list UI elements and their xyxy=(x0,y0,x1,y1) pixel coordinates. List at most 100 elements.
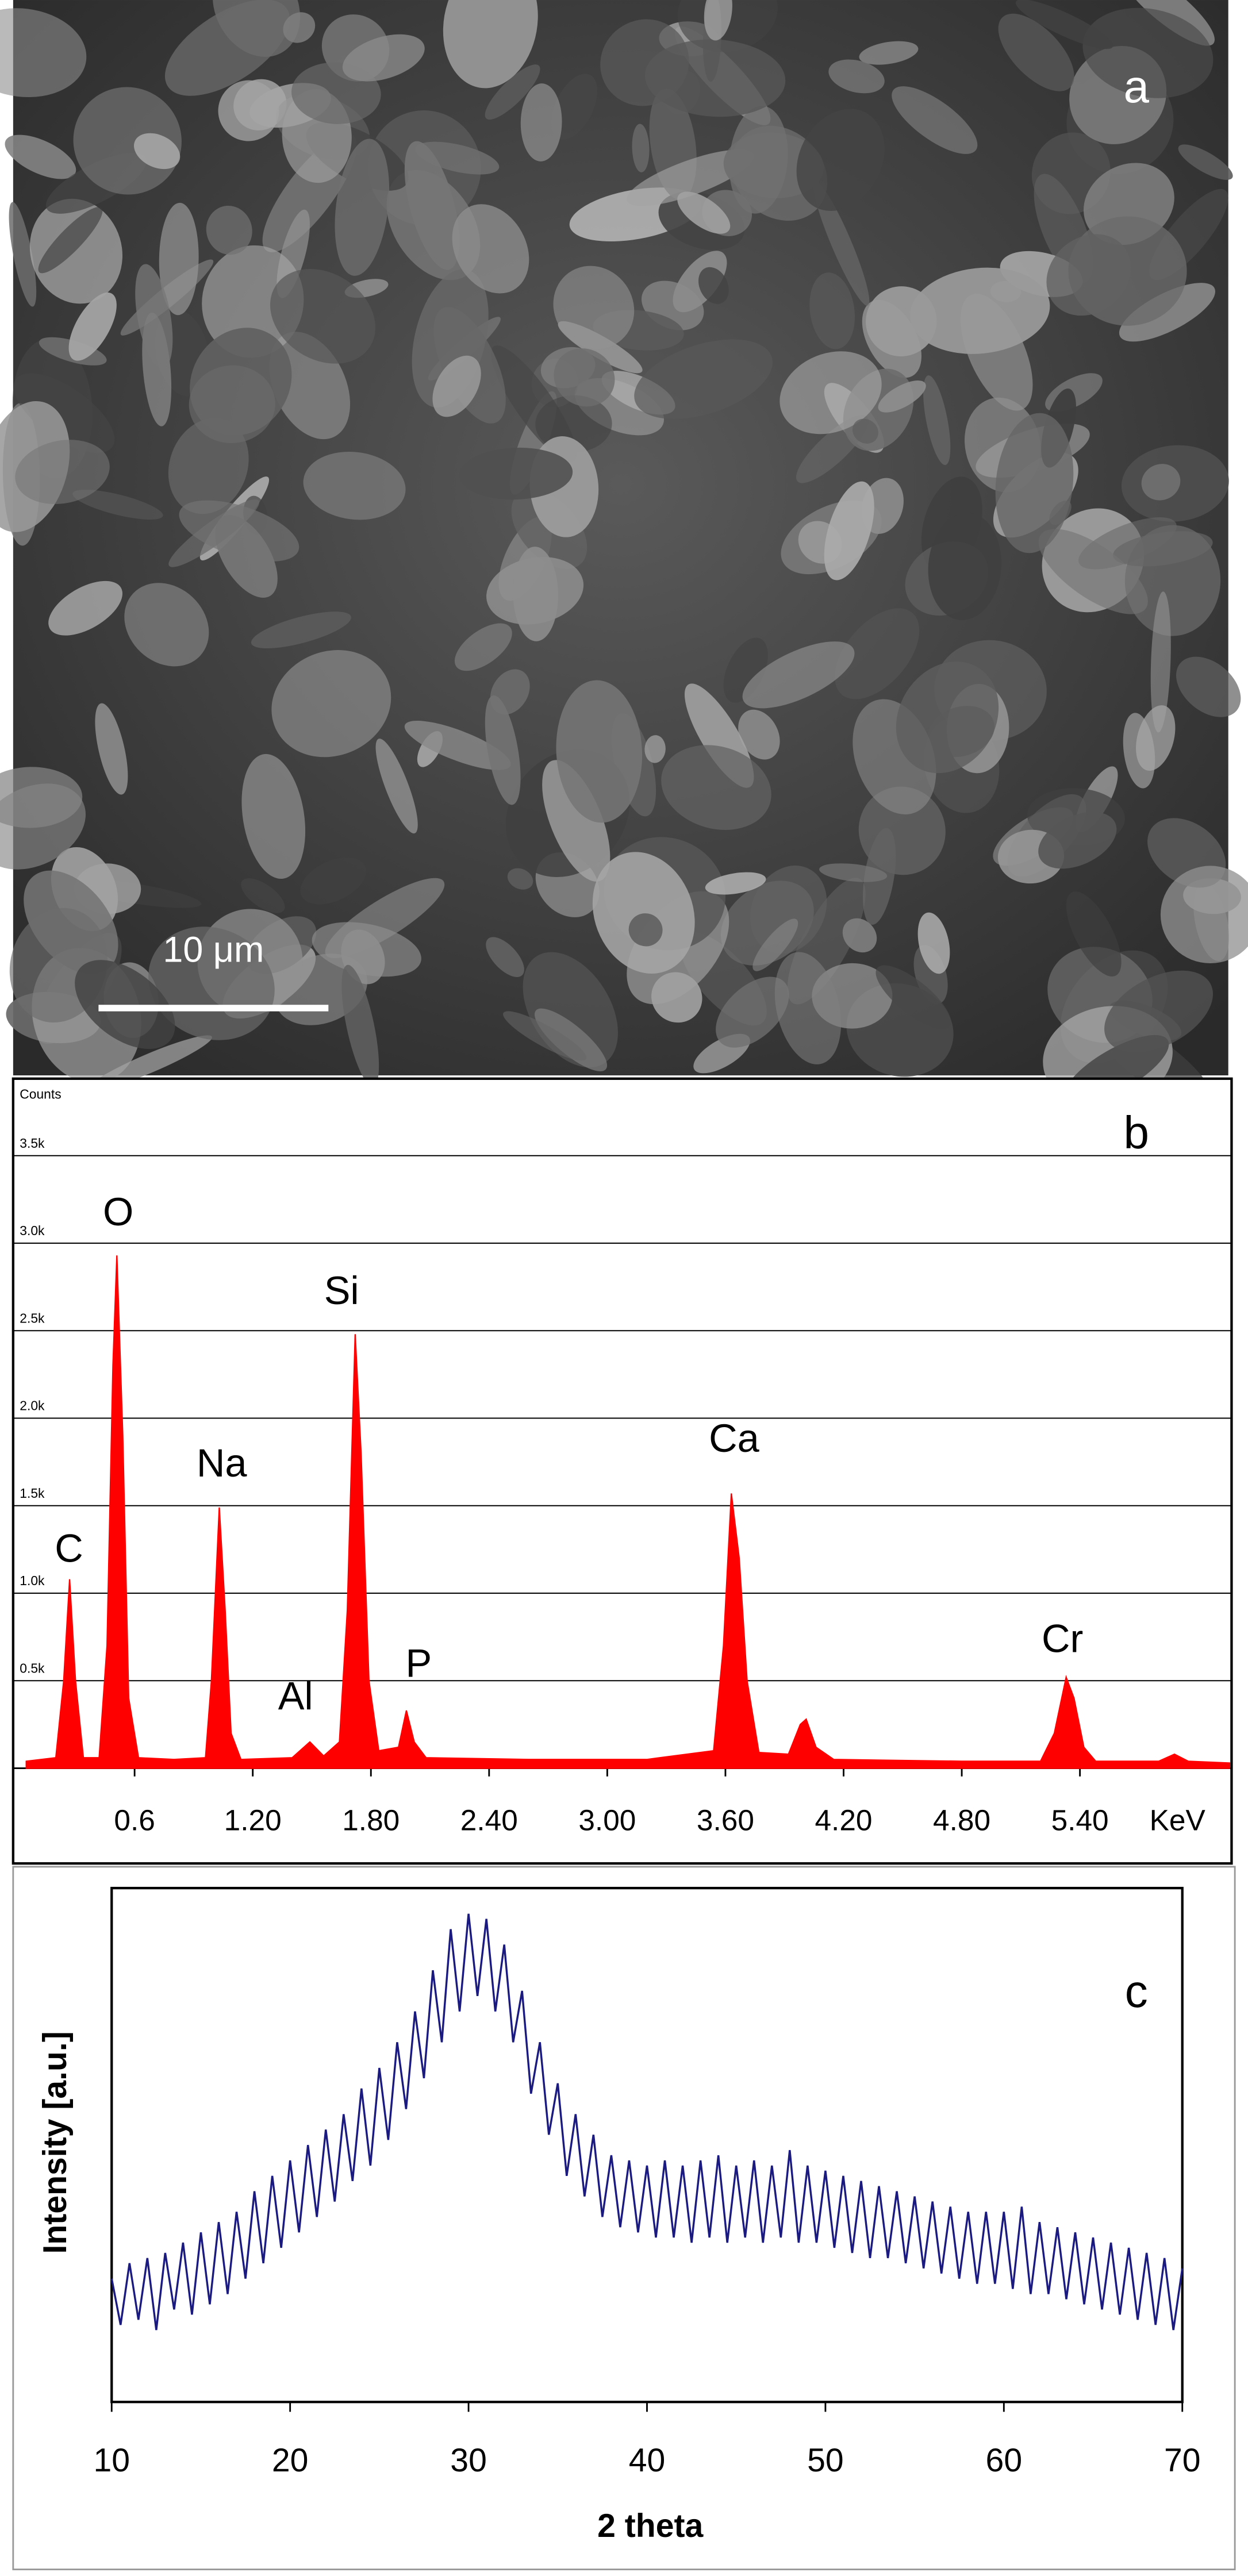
x-tick-label: 50 xyxy=(807,2442,844,2479)
peak-label: Si xyxy=(324,1268,359,1313)
sem-particle xyxy=(556,680,643,823)
x-tick-label: 60 xyxy=(986,2442,1023,2479)
sem-particle xyxy=(551,74,598,140)
sem-particle xyxy=(300,857,367,905)
sem-particle xyxy=(809,272,855,349)
panel-label: c xyxy=(1125,1966,1148,2017)
sem-particle xyxy=(459,447,573,500)
sem-particle xyxy=(554,348,615,407)
sem-particle xyxy=(189,365,275,443)
peak-label: Na xyxy=(197,1441,248,1485)
sem-particle xyxy=(5,134,76,179)
sem-particle xyxy=(651,972,702,1023)
sem-particle xyxy=(1141,464,1181,501)
sem-particle xyxy=(1015,0,1113,49)
sem-particle xyxy=(432,355,481,417)
sem-particle xyxy=(443,0,538,89)
x-axis-title: 2 theta xyxy=(597,2508,704,2544)
x-tick-label: 1.20 xyxy=(224,1803,282,1836)
y-tick-label: 1.0k xyxy=(20,1573,45,1588)
x-tick-label: 20 xyxy=(272,2442,309,2479)
sem-particle xyxy=(271,649,391,758)
sem-particle xyxy=(159,202,199,316)
sem-particle xyxy=(796,109,885,211)
sem-particle xyxy=(241,878,285,913)
sem-particle xyxy=(995,413,1074,553)
sem-particle xyxy=(503,1011,587,1061)
sem-particle xyxy=(95,703,128,795)
peak-label: Cr xyxy=(1042,1617,1083,1661)
peak-label: Al xyxy=(278,1674,313,1718)
y-tick-label: 3.0k xyxy=(20,1223,45,1238)
sem-particle xyxy=(73,87,182,195)
sem-particle xyxy=(928,513,1001,620)
spectrum-area xyxy=(25,1255,1231,1769)
sem-particle xyxy=(923,375,951,466)
sem-particle xyxy=(148,926,275,1040)
sem-particle xyxy=(819,863,888,882)
sem-particle xyxy=(729,106,788,214)
sem-particle xyxy=(632,124,650,172)
y-tick-label: 2.5k xyxy=(20,1310,45,1325)
sem-particle xyxy=(798,521,842,564)
sem-particle xyxy=(415,141,500,175)
peak-label: Ca xyxy=(709,1416,760,1460)
sem-particle xyxy=(1082,7,1214,98)
sem-particle xyxy=(998,13,1074,91)
sem-particle xyxy=(206,205,252,255)
sem-particle xyxy=(283,12,316,43)
sem-particle xyxy=(485,695,521,805)
sem-texture xyxy=(0,0,1248,1109)
sem-particle xyxy=(1038,812,1117,869)
sem-particle xyxy=(1178,144,1233,180)
sem-particle xyxy=(270,268,376,364)
sem-particle xyxy=(342,34,425,82)
x-tick-label: 2.40 xyxy=(460,1803,518,1836)
sem-particle xyxy=(1150,591,1171,733)
sem-panel: 10 μm a xyxy=(0,0,1248,1109)
sem-particle xyxy=(0,767,83,828)
sem-particle xyxy=(218,80,279,141)
sem-particle xyxy=(705,872,766,895)
sem-particle xyxy=(9,202,37,307)
sem-particle xyxy=(677,191,731,234)
sem-particle xyxy=(251,612,351,649)
x-tick-label: 10 xyxy=(93,2442,130,2479)
sem-particle xyxy=(135,264,173,369)
sem-particle xyxy=(1104,970,1214,1052)
x-tick-label: 5.40 xyxy=(1051,1803,1109,1836)
sem-particle xyxy=(1136,705,1176,771)
x-tick-label: 3.00 xyxy=(578,1803,636,1836)
sem-particle xyxy=(0,8,87,98)
eds-panel: Counts KeV b 0.5k 1.0k 1.5k 2.0k 2.5k 3.0k 3.5… xyxy=(11,1077,1233,1865)
sem-particle xyxy=(1176,656,1241,717)
sem-particle xyxy=(910,267,1050,354)
sem-particle xyxy=(303,451,406,520)
sem-particle xyxy=(628,913,663,947)
sem-particle xyxy=(75,960,175,1049)
y-axis-title: Intensity [a.u.] xyxy=(37,2031,74,2254)
sem-particle xyxy=(520,83,562,162)
xrd-line xyxy=(110,1913,1184,2331)
y-tick-label: 1.5k xyxy=(20,1486,45,1501)
sem-particle xyxy=(454,623,512,671)
sem-particle xyxy=(72,489,163,520)
sem-particle xyxy=(752,918,798,971)
sem-particle xyxy=(87,1035,212,1091)
sem-particle xyxy=(742,641,855,709)
panel-label: a xyxy=(1124,61,1150,112)
sem-particle xyxy=(698,267,729,304)
sem-particle xyxy=(312,922,421,977)
sem-particle xyxy=(452,204,529,294)
sem-particle xyxy=(1119,283,1216,342)
sem-particle xyxy=(542,760,610,882)
sem-particle xyxy=(486,937,524,977)
panel-frame xyxy=(12,1866,1236,2570)
sem-particle xyxy=(878,380,926,413)
y-tick-label: 0.5k xyxy=(20,1660,45,1675)
sem-particle xyxy=(134,133,181,170)
sem-particle xyxy=(535,1008,608,1071)
sem-particle xyxy=(1066,891,1122,976)
